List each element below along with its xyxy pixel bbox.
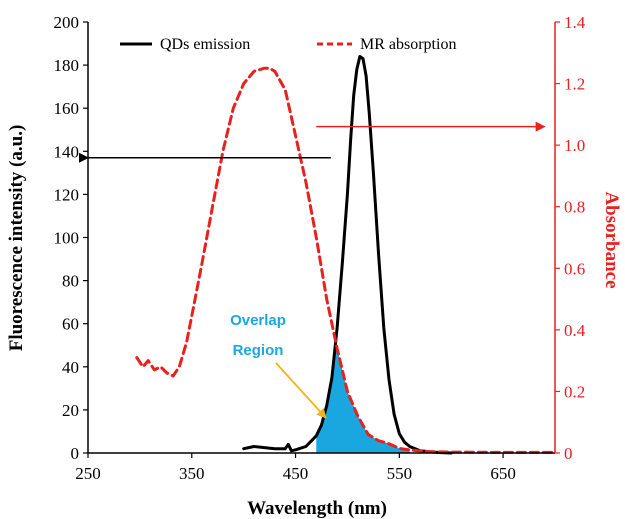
- series-line-qds-emission: [242, 55, 453, 455]
- y-right-tick-label: 1.2: [564, 75, 585, 94]
- series-line-mr-absorption: [135, 66, 557, 454]
- y-left-tick-label: 0: [71, 444, 80, 463]
- x-tick-label: 250: [75, 464, 101, 483]
- y-left-tick-label: 20: [62, 401, 79, 420]
- y-right-tick-label: 0.2: [564, 382, 585, 401]
- y-right-tick-label: 0: [564, 444, 573, 463]
- x-tick-label: 650: [490, 464, 516, 483]
- overlap-pointer-arrow: [275, 362, 327, 419]
- y-left-tick-label: 100: [54, 229, 80, 248]
- y-left-tick-label: 200: [54, 13, 80, 32]
- y-right-tick-label: 0.8: [564, 198, 585, 217]
- y-axis-left-title: Fluorescence intensity (a.u.): [6, 125, 27, 352]
- legend-label-mr-absorption: MR absorption: [360, 36, 456, 53]
- x-tick-label: 550: [387, 464, 413, 483]
- y-left-tick-label: 140: [54, 142, 80, 161]
- y-left-tick-label: 40: [62, 358, 79, 377]
- y-left-tick-label: 160: [54, 99, 80, 118]
- x-axis-title: Wavelength (nm): [247, 498, 387, 519]
- overlap-label-line1: Overlap: [230, 312, 286, 329]
- legend-label-qds-emission: QDs emission: [160, 36, 250, 53]
- y-left-tick-label: 180: [54, 56, 80, 75]
- y-right-tick-label: 1.0: [564, 136, 585, 155]
- x-tick-label: 450: [283, 464, 309, 483]
- y-axis-right-title: Absorbance: [601, 191, 622, 288]
- x-tick-label: 350: [179, 464, 205, 483]
- y-left-tick-label: 120: [54, 185, 80, 204]
- y-right-tick-label: 0.6: [564, 259, 585, 278]
- y-left-tick-label: 80: [62, 272, 79, 291]
- y-right-tick-label: 1.4: [564, 13, 586, 32]
- y-right-tick-label: 0.4: [564, 321, 586, 340]
- y-left-tick-label: 60: [62, 315, 79, 334]
- overlap-region-fill: [316, 343, 410, 453]
- overlap-label-line2: Region: [233, 342, 284, 359]
